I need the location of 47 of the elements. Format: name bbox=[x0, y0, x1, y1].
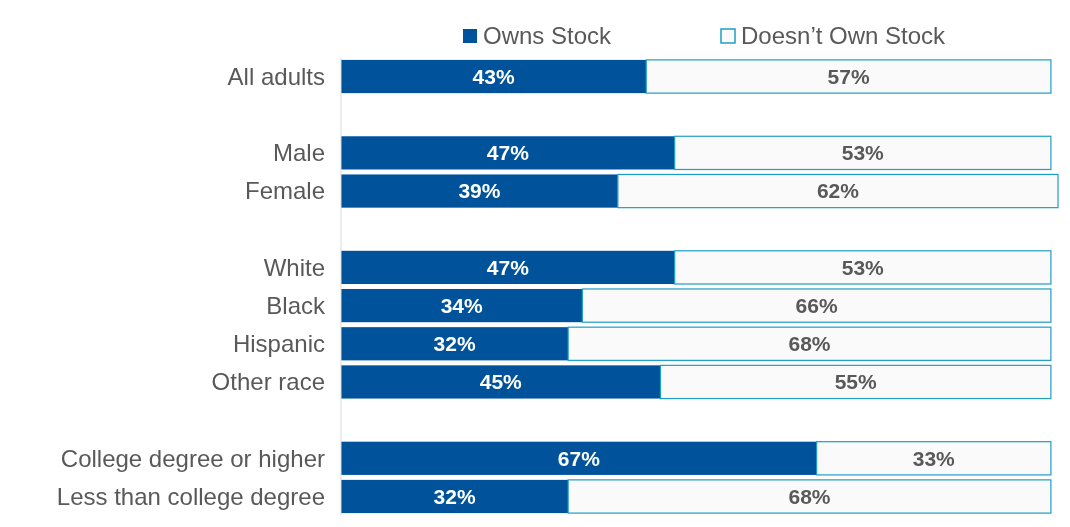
y-tick-label: Female bbox=[244, 177, 325, 205]
data-label: 39% bbox=[458, 179, 501, 203]
y-tick-label: College degree or higher bbox=[60, 444, 325, 472]
bar bbox=[567, 326, 1052, 361]
bar bbox=[341, 441, 817, 475]
y-tick-label: Black bbox=[266, 291, 326, 319]
bar bbox=[816, 441, 1052, 476]
data-label: 32% bbox=[433, 484, 476, 508]
data-label: 62% bbox=[816, 179, 860, 203]
data-label: 66% bbox=[795, 293, 838, 317]
data-label: 47% bbox=[486, 141, 530, 165]
data-label: 57% bbox=[827, 64, 870, 88]
legend-label: Owns Stock bbox=[483, 22, 613, 50]
bar bbox=[674, 135, 1052, 171]
data-label: 68% bbox=[788, 332, 831, 356]
bar bbox=[341, 174, 618, 208]
bar bbox=[341, 479, 569, 514]
y-tick-label: White bbox=[263, 253, 325, 281]
data-label: 53% bbox=[841, 255, 885, 279]
data-label: 53% bbox=[841, 141, 885, 165]
bar bbox=[645, 59, 1052, 94]
data-label: 33% bbox=[912, 446, 956, 470]
y-tick-label: Male bbox=[272, 139, 325, 167]
data-label: 67% bbox=[557, 446, 601, 470]
bar bbox=[567, 479, 1052, 514]
data-label: 43% bbox=[472, 64, 515, 88]
y-tick-label: Less than college degree bbox=[56, 482, 325, 510]
data-label: 45% bbox=[479, 370, 523, 394]
bar bbox=[341, 250, 675, 285]
data-label: 32% bbox=[433, 332, 476, 356]
y-tick-label: Other race bbox=[211, 368, 325, 396]
legend-label: Doesn’t Own Stock bbox=[741, 22, 947, 50]
bar bbox=[659, 364, 1052, 400]
y-tick-label: All adults bbox=[227, 62, 325, 90]
data-label: 55% bbox=[834, 370, 878, 394]
bar bbox=[674, 250, 1052, 285]
bar bbox=[341, 288, 583, 323]
bar bbox=[341, 327, 569, 361]
data-label: 68% bbox=[788, 484, 831, 508]
bar bbox=[341, 365, 661, 399]
bar bbox=[341, 59, 647, 94]
data-label: 34% bbox=[440, 293, 484, 317]
y-tick-label: Hispanic bbox=[232, 330, 325, 358]
bar bbox=[581, 288, 1052, 323]
data-label: 47% bbox=[486, 255, 530, 279]
bar bbox=[617, 173, 1059, 209]
bar bbox=[341, 136, 675, 170]
